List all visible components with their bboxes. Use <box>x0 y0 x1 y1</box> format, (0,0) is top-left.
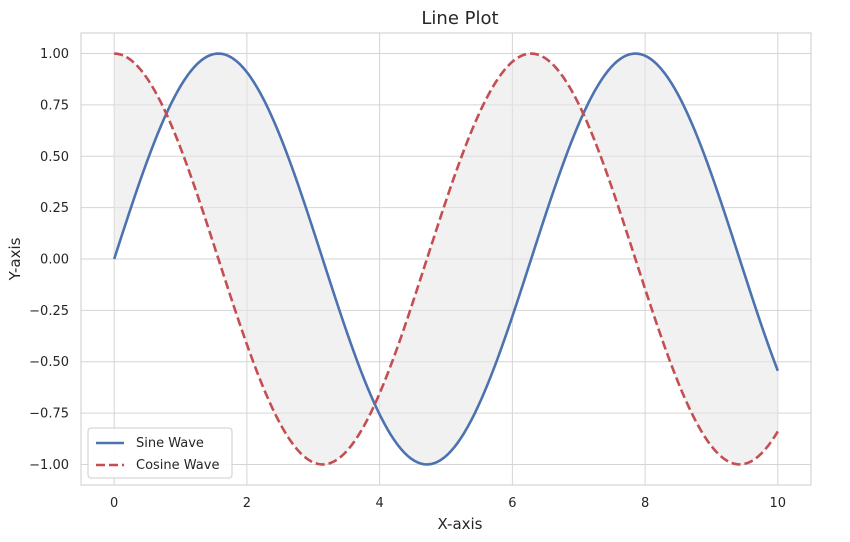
x-tick-labels: 0 2 4 6 8 10 <box>110 496 786 511</box>
legend-sine-label: Sine Wave <box>136 436 204 451</box>
sine-wave-line <box>112 52 780 466</box>
legend: Sine Wave Cosine Wave <box>87 427 233 479</box>
y-axis-label: Y-axis <box>6 237 24 281</box>
legend-cosine-label: Cosine Wave <box>136 458 219 473</box>
y-tick-label: −0.75 <box>29 407 69 422</box>
y-tick-label: 0.50 <box>40 150 69 165</box>
x-tick-label: 0 <box>110 496 118 511</box>
x-tick-label: 10 <box>770 496 787 511</box>
y-tick-label: 0.75 <box>40 98 69 113</box>
cosine-wave-line <box>114 52 779 466</box>
plot-frame <box>80 32 812 486</box>
chart-title: Line Plot <box>421 8 498 29</box>
x-tick-label: 8 <box>641 496 649 511</box>
fill-between-area <box>114 53 778 465</box>
y-tick-label: −1.00 <box>29 458 69 473</box>
y-tick-label: 0.00 <box>40 253 69 268</box>
y-tick-label: −0.25 <box>29 304 69 319</box>
fill-layer <box>114 53 778 465</box>
series-layer <box>112 52 780 466</box>
y-tick-label: 0.25 <box>40 201 69 216</box>
x-axis-label: X-axis <box>438 515 483 533</box>
y-tick-labels: 1.00 0.75 0.50 0.25 0.00 −0.25 −0.50 −0.75 −1.00 <box>29 47 69 473</box>
y-tick-label: 1.00 <box>40 47 69 62</box>
x-tick-label: 6 <box>508 496 516 511</box>
y-tick-label: −0.50 <box>29 355 69 370</box>
x-tick-label: 2 <box>243 496 251 511</box>
x-tick-label: 4 <box>375 496 383 511</box>
